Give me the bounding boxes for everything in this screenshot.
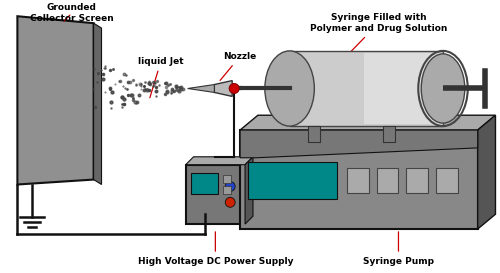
Bar (364, 53, 443, 124)
Text: Nozzle: Nozzle (220, 52, 256, 81)
Polygon shape (18, 16, 94, 185)
Polygon shape (478, 115, 496, 229)
Bar (224, 186, 231, 194)
Bar (347, 168, 369, 193)
Bar (406, 168, 428, 193)
Circle shape (226, 197, 235, 207)
Circle shape (226, 182, 235, 191)
Bar (240, 130, 478, 229)
Polygon shape (245, 157, 253, 224)
Text: Syringe Pump: Syringe Pump (363, 232, 434, 266)
Bar (190, 173, 218, 194)
Bar (382, 126, 394, 142)
Bar (248, 162, 337, 199)
Polygon shape (186, 157, 253, 165)
Polygon shape (94, 23, 102, 185)
Ellipse shape (421, 54, 465, 123)
Text: Syringe Filled with
Polymer and Drug Solution: Syringe Filled with Polymer and Drug Sol… (310, 13, 448, 62)
Bar (376, 168, 398, 193)
Polygon shape (240, 115, 496, 130)
Bar (436, 168, 458, 193)
Text: High Voltage DC Power Supply: High Voltage DC Power Supply (138, 232, 293, 266)
Polygon shape (214, 81, 232, 96)
Circle shape (229, 84, 239, 93)
Ellipse shape (265, 51, 314, 126)
Polygon shape (240, 130, 478, 158)
Bar (224, 175, 231, 183)
Text: Grounded
Collector Screen: Grounded Collector Screen (30, 3, 114, 23)
Bar (186, 165, 245, 224)
Bar (290, 51, 443, 126)
Polygon shape (188, 85, 214, 93)
Text: liquid Jet: liquid Jet (138, 57, 184, 98)
Bar (308, 126, 320, 142)
